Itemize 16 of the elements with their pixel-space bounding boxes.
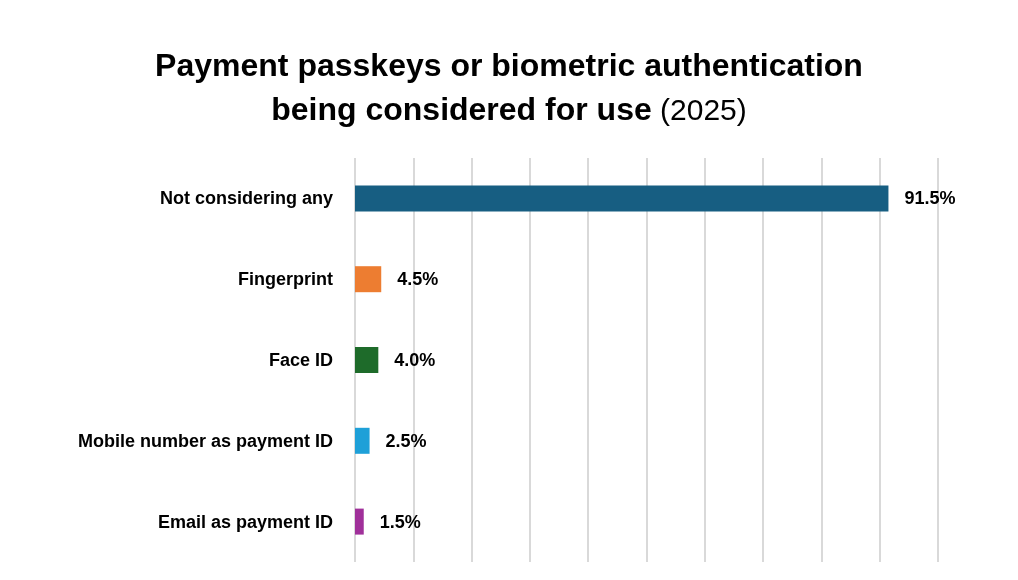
bar xyxy=(355,185,889,212)
y-tick-label: Email as payment ID xyxy=(157,511,333,532)
bar xyxy=(355,427,370,454)
y-tick-label: Fingerprint xyxy=(238,269,333,290)
data-label: 4.5% xyxy=(397,269,439,290)
bar xyxy=(355,508,364,535)
bar xyxy=(355,347,379,373)
data-label: 91.5% xyxy=(904,188,956,209)
data-label: 4.0% xyxy=(394,350,436,370)
data-label: 2.5% xyxy=(385,430,427,451)
bar xyxy=(355,266,382,293)
chart-title: Payment passkeys or biometric authentication being considered for use (2025) xyxy=(155,47,863,127)
y-tick-label: Face ID xyxy=(268,350,333,370)
y-tick-label: Not considering any xyxy=(159,188,333,209)
y-tick-label: Mobile number as payment ID xyxy=(77,430,333,451)
data-label: 1.5% xyxy=(379,511,421,532)
